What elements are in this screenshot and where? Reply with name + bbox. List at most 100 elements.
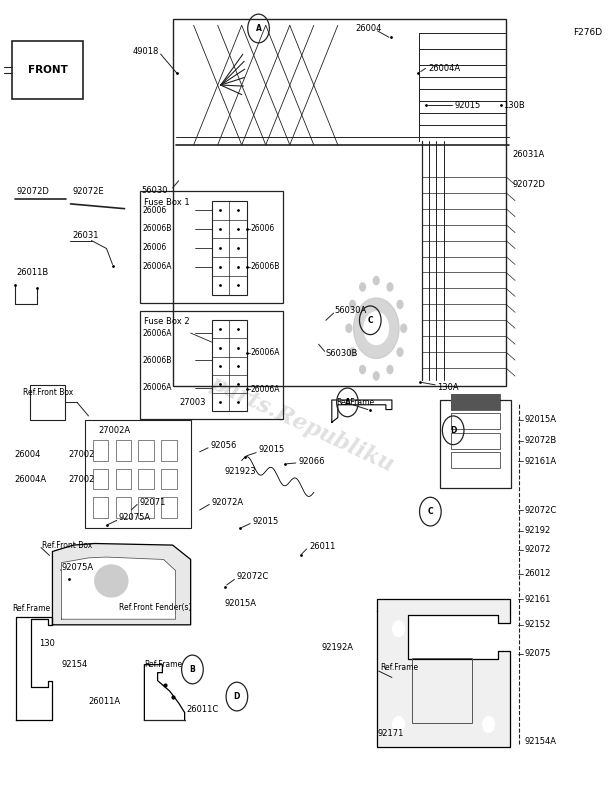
Text: A: A (256, 24, 262, 33)
Bar (140, 191, 282, 302)
Text: Fuse Box 1: Fuse Box 1 (145, 198, 190, 206)
Bar (161, 440, 177, 461)
Text: 26006B: 26006B (143, 356, 172, 365)
Circle shape (396, 300, 404, 309)
Text: 130: 130 (38, 639, 54, 649)
Circle shape (20, 671, 26, 679)
Text: 92015: 92015 (253, 517, 279, 526)
Text: 26012: 26012 (524, 570, 550, 578)
Text: 92154: 92154 (62, 660, 88, 669)
Polygon shape (378, 599, 510, 746)
Circle shape (373, 371, 380, 381)
Text: 92072D: 92072D (16, 186, 49, 196)
Text: 26006: 26006 (250, 225, 274, 234)
Text: 26011: 26011 (309, 542, 336, 551)
Text: 26006: 26006 (143, 206, 167, 214)
Bar (212, 201, 246, 294)
Text: 26031: 26031 (72, 231, 99, 240)
Text: S6030B: S6030B (326, 350, 358, 358)
Bar (115, 469, 131, 490)
Circle shape (20, 659, 26, 667)
Circle shape (359, 282, 366, 292)
Bar (212, 320, 246, 411)
Text: 92015: 92015 (454, 101, 481, 110)
Bar (93, 440, 109, 461)
Bar (440, 400, 511, 488)
Text: Ref.Frame: Ref.Frame (12, 604, 51, 614)
Bar (12, 42, 83, 98)
Text: 27002: 27002 (69, 450, 95, 458)
Circle shape (483, 717, 495, 733)
Circle shape (386, 365, 393, 374)
Ellipse shape (95, 565, 128, 597)
Circle shape (386, 282, 393, 292)
Bar (412, 658, 472, 723)
Text: 92072: 92072 (524, 546, 550, 554)
Text: 92071: 92071 (140, 498, 166, 506)
Circle shape (392, 717, 404, 733)
Circle shape (400, 323, 407, 333)
Text: 26004A: 26004A (428, 64, 460, 73)
Text: 92075A: 92075A (118, 514, 151, 522)
Bar (451, 452, 500, 468)
Text: 56030: 56030 (142, 186, 168, 195)
Text: Ref.Frame: Ref.Frame (145, 660, 182, 669)
Circle shape (20, 683, 26, 691)
Text: D: D (450, 426, 456, 434)
Text: 26006: 26006 (143, 243, 167, 252)
Circle shape (353, 298, 399, 358)
Circle shape (349, 300, 356, 309)
Text: 26011A: 26011A (88, 697, 121, 706)
Text: 921923: 921923 (225, 467, 257, 476)
Bar (140, 310, 282, 419)
Text: 92072B: 92072B (524, 436, 556, 445)
Bar (138, 440, 154, 461)
Text: 92015A: 92015A (524, 415, 556, 425)
Text: 27002: 27002 (69, 475, 95, 484)
Circle shape (396, 347, 404, 357)
Text: F276D: F276D (573, 28, 603, 37)
Text: 92072D: 92072D (512, 180, 545, 190)
Text: 92075: 92075 (524, 649, 550, 658)
Bar (85, 420, 191, 527)
Bar (138, 469, 154, 490)
Text: 92192: 92192 (524, 526, 550, 535)
Bar (115, 498, 131, 518)
Text: 92056: 92056 (210, 441, 237, 450)
Circle shape (373, 276, 380, 286)
Text: D: D (234, 692, 240, 701)
Circle shape (364, 311, 389, 345)
Text: 92072E: 92072E (72, 186, 104, 196)
Text: 26011C: 26011C (187, 705, 218, 714)
Text: 49018: 49018 (132, 47, 159, 56)
Bar (173, 19, 506, 386)
Text: Ref.Frame: Ref.Frame (337, 398, 375, 407)
Bar (93, 469, 109, 490)
Text: 26011B: 26011B (16, 268, 49, 277)
Text: 26006A: 26006A (143, 329, 172, 338)
Text: parts.Republiku: parts.Republiku (206, 372, 397, 476)
Bar (161, 498, 177, 518)
Text: 92072C: 92072C (237, 573, 269, 582)
Text: 92072A: 92072A (212, 498, 244, 506)
Text: 92154A: 92154A (524, 737, 556, 746)
Text: Fuse Box 2: Fuse Box 2 (145, 318, 190, 326)
Circle shape (20, 623, 26, 631)
Circle shape (20, 647, 26, 655)
Polygon shape (52, 543, 191, 625)
Text: 92072C: 92072C (524, 506, 556, 514)
Text: 26004A: 26004A (15, 475, 47, 484)
Bar (451, 414, 500, 430)
Bar (93, 498, 109, 518)
Bar (138, 498, 154, 518)
Text: 27002A: 27002A (98, 426, 131, 434)
Circle shape (345, 323, 353, 333)
Circle shape (20, 635, 26, 643)
Text: 26004: 26004 (356, 24, 382, 33)
Text: Ref.Front Fender(s): Ref.Front Fender(s) (118, 602, 191, 612)
Text: C: C (367, 316, 373, 325)
Text: 56030A: 56030A (335, 306, 367, 315)
Circle shape (392, 621, 404, 637)
Text: 130A: 130A (437, 382, 459, 392)
Text: FRONT: FRONT (27, 65, 68, 75)
